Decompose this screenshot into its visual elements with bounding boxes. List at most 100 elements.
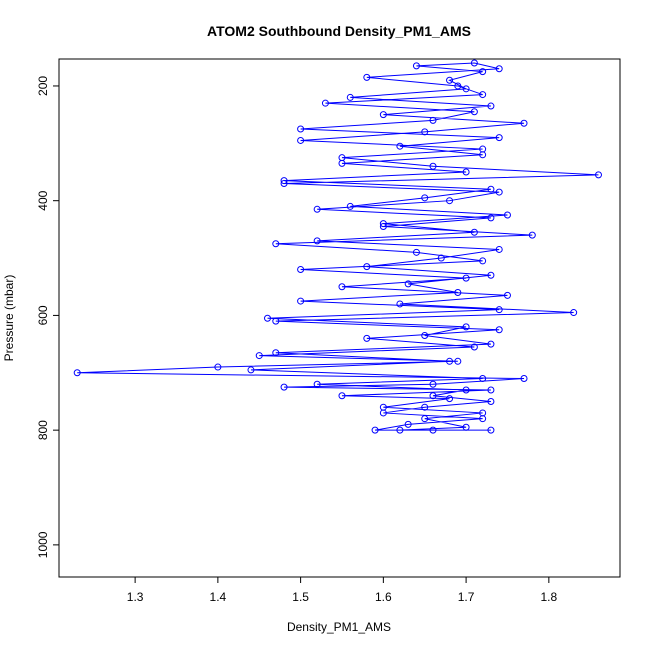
point [479, 375, 487, 383]
point [363, 334, 371, 342]
point [396, 300, 404, 308]
point [454, 357, 462, 365]
point [421, 128, 429, 136]
point [297, 136, 305, 144]
point [487, 386, 495, 394]
point [520, 119, 528, 127]
x-tick-label: 1.3 [127, 590, 144, 604]
point [462, 386, 470, 394]
point [272, 240, 280, 248]
point [421, 403, 429, 411]
point [594, 171, 602, 179]
point [470, 59, 478, 67]
point [264, 314, 272, 322]
point [363, 263, 371, 271]
point [429, 392, 437, 400]
point [404, 420, 412, 428]
chart-title: ATOM2 Southbound Density_PM1_AMS [207, 23, 471, 39]
point [495, 326, 503, 334]
point [462, 85, 470, 93]
point [495, 188, 503, 196]
point [470, 228, 478, 236]
point [346, 93, 354, 101]
point [520, 375, 528, 383]
point [371, 426, 379, 434]
point [313, 205, 321, 213]
point [437, 254, 445, 262]
point [280, 177, 288, 185]
point [396, 426, 404, 434]
point [429, 380, 437, 388]
point [528, 231, 536, 239]
point [487, 214, 495, 222]
point [454, 82, 462, 90]
point [454, 288, 462, 296]
point [346, 202, 354, 210]
point [495, 134, 503, 142]
point [446, 395, 454, 403]
point [462, 168, 470, 176]
point [421, 331, 429, 339]
point [446, 76, 454, 84]
point [429, 116, 437, 124]
point [379, 409, 387, 417]
point [297, 297, 305, 305]
point [404, 280, 412, 288]
point [487, 426, 495, 434]
point [495, 306, 503, 314]
point [429, 162, 437, 170]
point [379, 220, 387, 228]
point [412, 62, 420, 70]
point [421, 194, 429, 202]
point [495, 65, 503, 73]
point [272, 317, 280, 325]
point [446, 357, 454, 365]
point [495, 245, 503, 253]
point [297, 125, 305, 133]
x-tick-label: 1.8 [540, 590, 557, 604]
point [396, 142, 404, 150]
point [479, 151, 487, 159]
point [503, 211, 511, 219]
point [462, 423, 470, 431]
point [487, 185, 495, 193]
point [462, 274, 470, 282]
point [446, 197, 454, 205]
point [297, 266, 305, 274]
point [429, 426, 437, 434]
point [479, 415, 487, 423]
point [338, 159, 346, 167]
x-tick-label: 1.4 [210, 590, 227, 604]
y-tick-label: 800 [36, 420, 50, 440]
point [412, 248, 420, 256]
point [379, 223, 387, 231]
point [313, 380, 321, 388]
point [338, 283, 346, 291]
x-tick-label: 1.7 [458, 590, 475, 604]
y-tick-label: 600 [36, 305, 50, 325]
point [379, 111, 387, 119]
series-line [77, 62, 599, 431]
point [462, 323, 470, 331]
point [503, 291, 511, 299]
point [487, 397, 495, 405]
y-tick-label: 1000 [36, 531, 50, 558]
y-tick-label: 200 [36, 76, 50, 96]
point [272, 349, 280, 357]
point [487, 102, 495, 110]
point [280, 179, 288, 187]
point [479, 91, 487, 99]
point [479, 68, 487, 76]
point [479, 257, 487, 265]
point [214, 363, 222, 371]
point [321, 99, 329, 107]
x-tick-label: 1.5 [292, 590, 309, 604]
y-axis-title: Pressure (mbar) [2, 275, 16, 362]
point [255, 352, 263, 360]
point [470, 108, 478, 116]
point [421, 415, 429, 423]
point [73, 369, 81, 377]
